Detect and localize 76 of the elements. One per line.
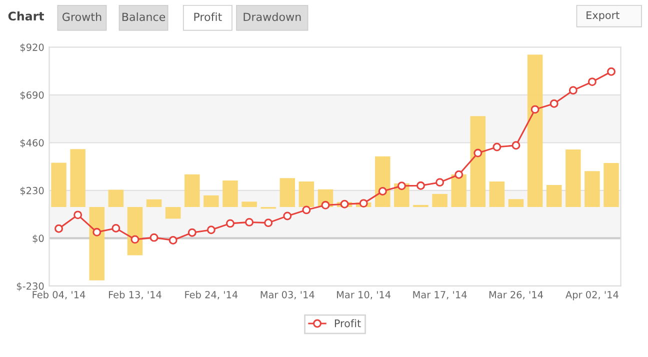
point <box>568 86 578 95</box>
y-tick-label: $460 <box>20 138 44 148</box>
bar <box>375 156 390 208</box>
text: Drawdown <box>244 12 301 22</box>
x-tick-label: Feb 04, '14 <box>32 290 86 300</box>
point <box>264 218 273 228</box>
point <box>454 170 464 179</box>
bar <box>470 116 486 208</box>
bar <box>127 207 143 256</box>
bar <box>451 174 466 208</box>
point <box>321 200 330 210</box>
point <box>112 224 120 232</box>
point <box>283 212 292 220</box>
text: Balance <box>122 12 166 22</box>
chart-title: Chart <box>8 11 44 21</box>
x-tick-label: Mar 10, '14 <box>337 290 391 300</box>
point <box>378 187 387 196</box>
point <box>607 67 616 76</box>
point <box>492 142 502 152</box>
bar <box>298 181 314 208</box>
point <box>188 228 196 237</box>
bar <box>527 54 543 208</box>
point <box>168 236 178 245</box>
x-tick-label: Feb 13, '14 <box>108 290 162 300</box>
bar <box>242 202 257 208</box>
bar <box>584 171 600 208</box>
point <box>550 99 558 108</box>
legend-label: Profit <box>334 319 361 328</box>
bar <box>546 185 562 208</box>
y-tick-label: $230 <box>20 186 44 196</box>
bar <box>146 199 162 208</box>
bar <box>508 199 524 208</box>
y-tick-label: $690 <box>20 91 44 100</box>
bar <box>413 204 428 208</box>
point <box>226 219 234 228</box>
point <box>512 141 520 150</box>
point <box>54 224 64 233</box>
bar <box>89 207 104 280</box>
x-tick-label: Feb 24, '14 <box>185 290 238 300</box>
point <box>340 200 349 208</box>
bar <box>184 174 200 208</box>
point <box>130 235 140 244</box>
point <box>359 199 368 208</box>
bar <box>108 190 124 208</box>
x-tick-label: Mar 17, '14 <box>413 291 467 300</box>
bar <box>280 178 296 208</box>
bar <box>204 195 219 208</box>
bar <box>222 180 238 208</box>
point <box>245 218 254 226</box>
bar <box>489 181 505 208</box>
bar <box>70 149 86 208</box>
text: Profit <box>194 12 222 22</box>
bar <box>604 163 619 208</box>
text: Export <box>586 11 620 22</box>
point <box>436 178 444 187</box>
point <box>530 105 540 114</box>
x-tick-label: Apr 02, '14 <box>566 290 618 300</box>
point <box>588 78 596 86</box>
bar <box>165 207 181 219</box>
x-tick-label: Mar 26, '14 <box>489 290 543 300</box>
y-tick-label: $920 <box>20 43 44 52</box>
point <box>150 233 158 242</box>
y-tick-label: $-230 <box>16 282 44 292</box>
text: Growth <box>62 12 102 22</box>
point <box>206 226 216 234</box>
point <box>74 210 82 220</box>
point <box>302 206 311 214</box>
bar <box>51 162 66 208</box>
point <box>474 148 482 158</box>
point <box>397 182 406 190</box>
bar <box>566 150 581 208</box>
point <box>416 181 425 190</box>
x-tick-label: Mar 03, '14 <box>260 290 314 300</box>
y-tick-label: $0 <box>32 234 44 244</box>
bar <box>432 194 448 208</box>
point <box>92 228 102 236</box>
